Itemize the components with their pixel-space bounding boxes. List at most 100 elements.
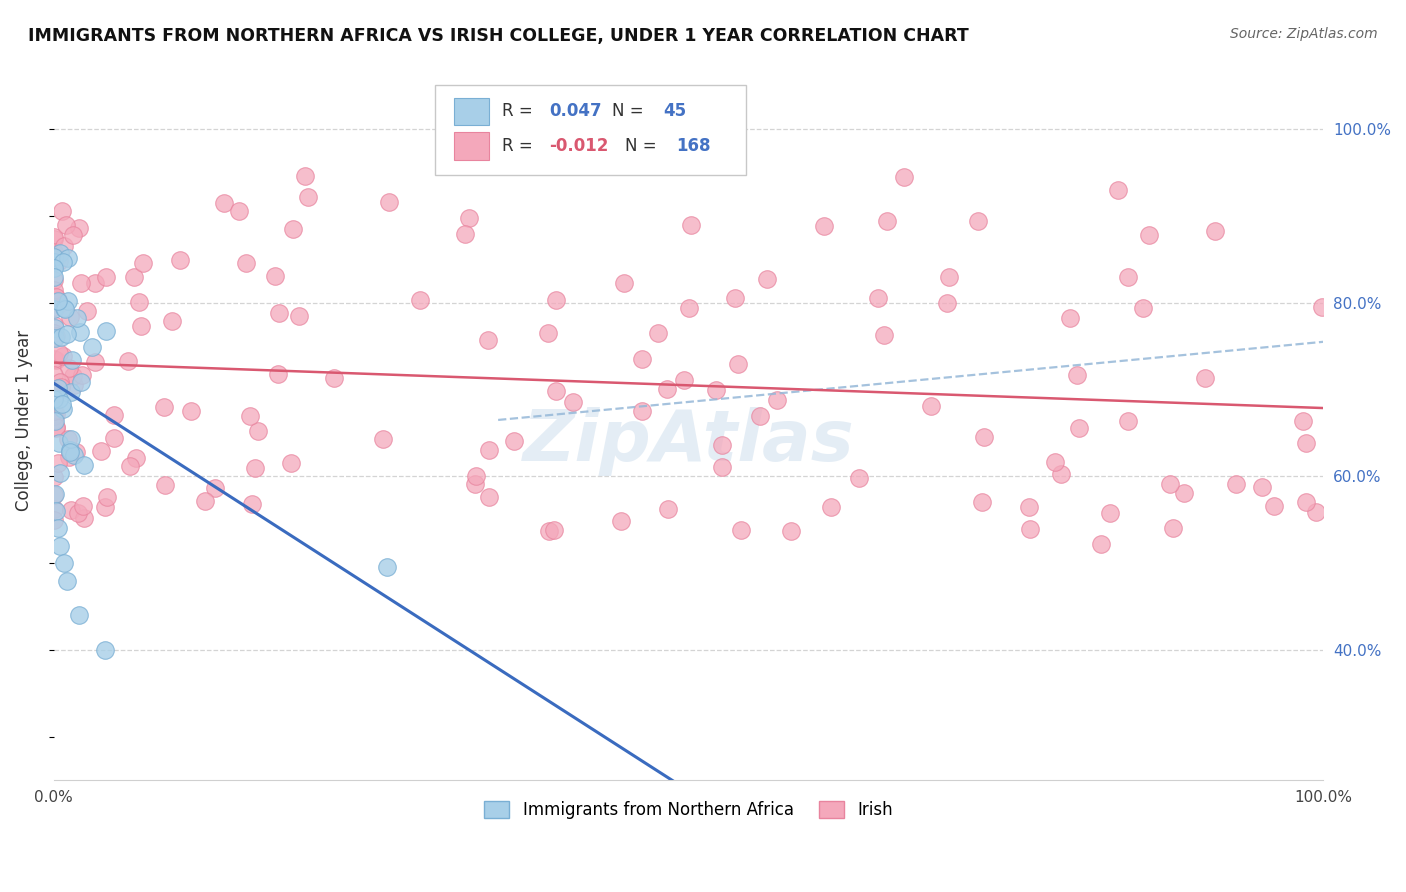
Point: [1173, 486, 1195, 500]
Point: [66, 310, 89, 325]
Point: [52, 255, 75, 269]
Point: [42, 301, 65, 315]
Point: [65, 445, 87, 459]
Point: [90, 443, 112, 458]
Point: [477, 333, 499, 347]
Point: [288, 309, 311, 323]
Point: [45, 329, 67, 343]
Point: [46, 294, 69, 309]
Point: [45, 251, 67, 265]
Point: [59, 310, 82, 324]
Point: [537, 524, 560, 539]
Point: [280, 456, 302, 470]
Point: [45, 353, 67, 368]
Point: [83, 355, 105, 369]
Point: [152, 400, 174, 414]
Point: [169, 253, 191, 268]
Point: [748, 409, 770, 424]
Point: [67, 507, 90, 521]
Point: [893, 170, 915, 185]
Point: [44, 331, 66, 345]
Point: [56, 433, 79, 447]
Point: [73, 511, 96, 525]
Point: [194, 493, 217, 508]
Point: [678, 301, 700, 315]
Point: [60, 352, 83, 367]
Point: [51, 380, 73, 394]
Point: [1132, 301, 1154, 315]
Point: [42, 284, 65, 298]
Point: [153, 478, 176, 492]
Point: [1137, 227, 1160, 242]
Point: [49, 539, 72, 553]
Point: [478, 490, 501, 504]
Point: [1108, 183, 1130, 197]
Point: [94, 324, 117, 338]
Point: [536, 326, 558, 340]
Point: [1090, 537, 1112, 551]
Point: [1067, 421, 1090, 435]
Point: [44, 413, 66, 427]
Point: [48, 375, 70, 389]
Point: [62, 448, 84, 462]
Point: [69, 375, 91, 389]
Point: [630, 403, 652, 417]
Point: [42, 318, 65, 332]
Point: [1263, 499, 1285, 513]
Point: [44, 320, 66, 334]
FancyBboxPatch shape: [434, 85, 745, 175]
Point: [180, 404, 202, 418]
Point: [45, 504, 67, 518]
Point: [1291, 414, 1313, 428]
Point: [657, 382, 679, 396]
Point: [647, 326, 669, 341]
Point: [42, 391, 65, 405]
Point: [42, 326, 65, 341]
Legend: Immigrants from Northern Africa, Irish: Immigrants from Northern Africa, Irish: [478, 795, 900, 826]
Point: [457, 211, 479, 225]
Point: [80, 340, 103, 354]
Point: [45, 290, 67, 304]
Point: [55, 574, 77, 588]
Point: [970, 495, 993, 509]
Point: [920, 399, 942, 413]
Point: [1018, 500, 1040, 514]
Point: [96, 490, 118, 504]
Point: [60, 384, 83, 399]
Point: [63, 377, 86, 392]
Point: [235, 256, 257, 270]
Point: [122, 269, 145, 284]
Point: [1059, 310, 1081, 325]
Point: [67, 608, 90, 623]
Point: [630, 351, 652, 366]
Y-axis label: College, Under 1 year: College, Under 1 year: [15, 329, 32, 510]
Point: [711, 437, 734, 451]
Point: [243, 461, 266, 475]
Point: [936, 295, 959, 310]
Text: N =: N =: [626, 137, 662, 155]
Text: R =: R =: [502, 103, 538, 120]
Point: [1050, 467, 1073, 482]
Point: [42, 255, 65, 269]
Point: [76, 303, 98, 318]
Point: [780, 524, 803, 538]
Point: [62, 369, 84, 384]
Point: [1204, 224, 1226, 238]
Point: [502, 434, 524, 448]
Point: [128, 295, 150, 310]
Point: [84, 276, 107, 290]
Text: -0.012: -0.012: [548, 137, 609, 155]
Point: [283, 222, 305, 236]
Point: [239, 409, 262, 424]
Point: [44, 393, 66, 408]
Point: [58, 450, 80, 465]
Point: [212, 195, 235, 210]
Bar: [454, 98, 489, 125]
Point: [322, 370, 344, 384]
Point: [94, 270, 117, 285]
Point: [1116, 414, 1139, 428]
Point: [724, 291, 747, 305]
Point: [49, 246, 72, 260]
Point: [67, 221, 90, 235]
Point: [48, 253, 70, 268]
